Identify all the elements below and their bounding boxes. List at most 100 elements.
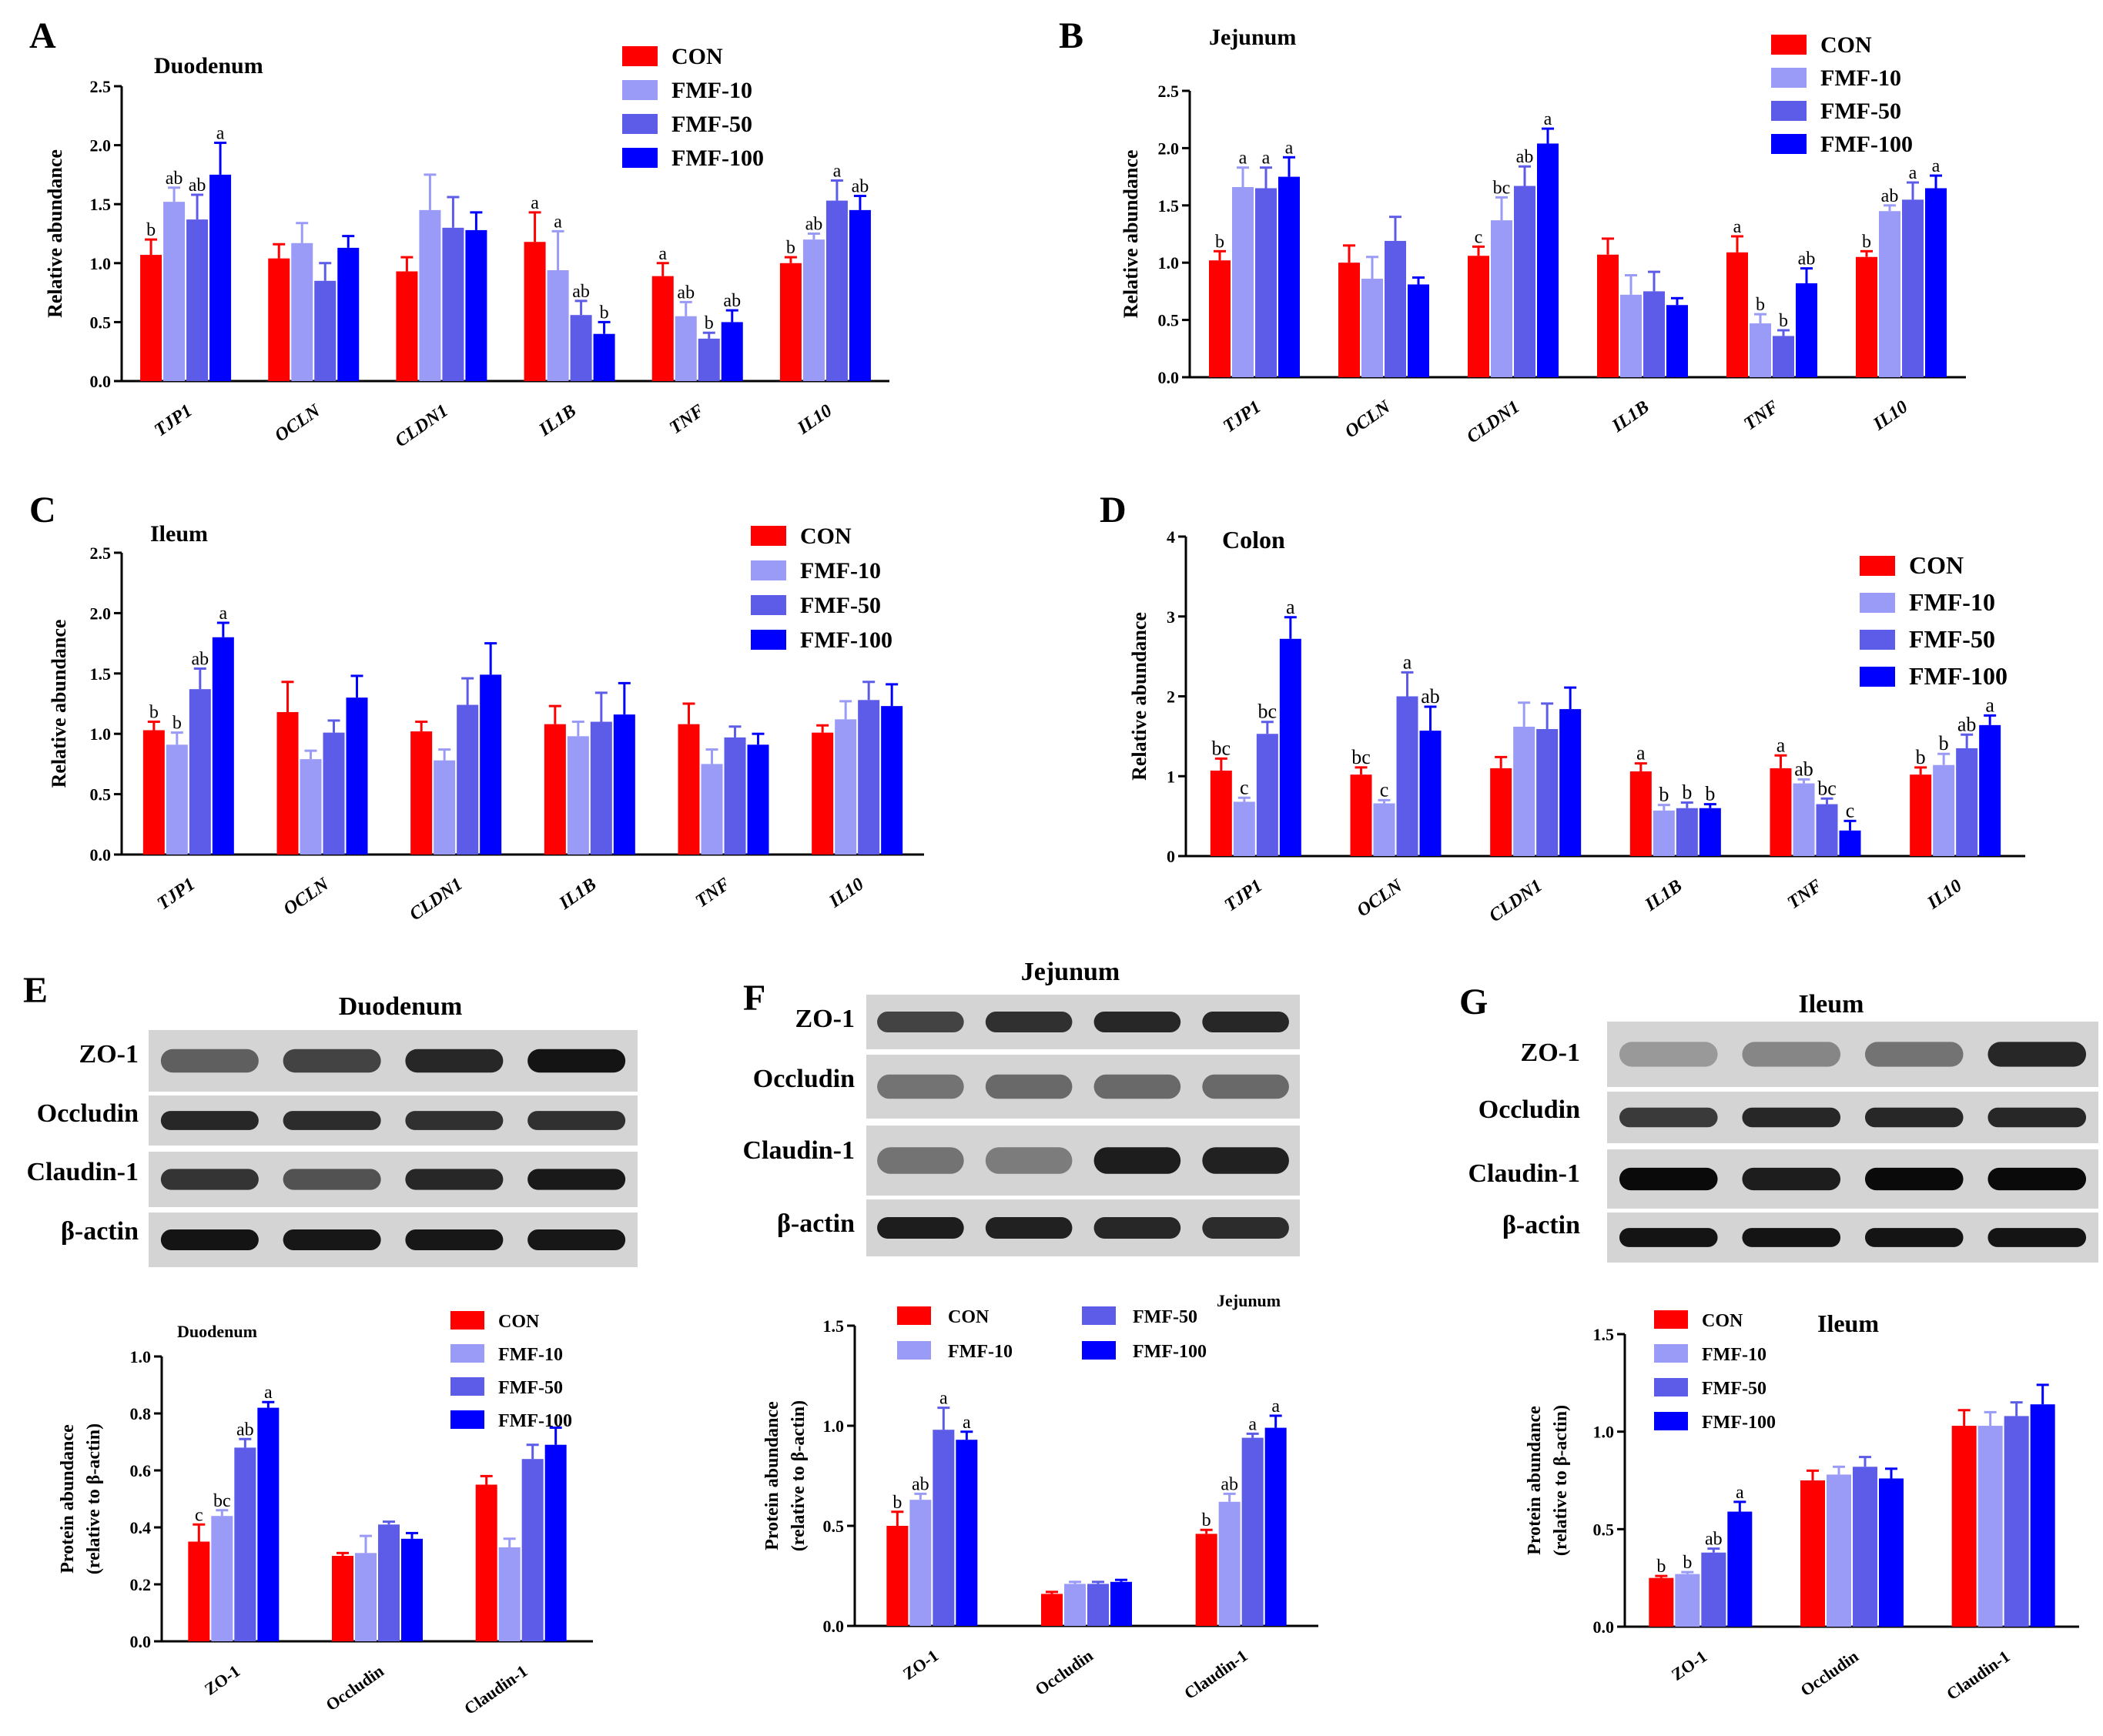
significance-letter: b (1215, 232, 1224, 252)
panel-letter: D (1100, 490, 1127, 530)
significance-letter: a (1544, 109, 1552, 129)
y-tick-label: 2.5 (90, 77, 112, 96)
bar-con-tjp1 (1210, 770, 1232, 856)
blot-band (1202, 1074, 1289, 1099)
bar-con-il10 (1856, 256, 1877, 377)
bar-fmf-50-tnf (698, 338, 720, 381)
bar-con-occludin (1800, 1480, 1825, 1627)
blot-band (877, 1216, 964, 1239)
x-tick-label: ZO-1 (899, 1646, 942, 1684)
bar-fmf-100-tnf (1796, 283, 1817, 377)
blot-band (1987, 1042, 2087, 1067)
bar-fmf-10-zo-1 (1675, 1574, 1700, 1627)
blot-row-label: β-actin (777, 1209, 855, 1238)
significance-letter: b (146, 220, 156, 240)
x-tick-label: IL10 (1924, 876, 1966, 914)
bar-fmf-10-occludin (1064, 1584, 1086, 1626)
blot-band (985, 1147, 1073, 1174)
legend-label: CON (800, 523, 852, 549)
bar-fmf-50-tjp1 (1256, 734, 1278, 856)
y-tick-label: 0.0 (130, 1632, 152, 1651)
significance-letter: ab (236, 1420, 254, 1440)
bar-fmf-10-claudin-1 (1977, 1426, 2003, 1627)
y-tick-label: 1.0 (90, 724, 112, 744)
y-tick-label: 2.0 (90, 136, 112, 156)
significance-letter: a (531, 193, 539, 213)
bar-fmf-50-zo-1 (933, 1430, 955, 1626)
bar-fmf-100-occludin (1879, 1478, 1904, 1627)
chart-title: Duodenum (177, 1322, 257, 1341)
legend-swatch-fmf-50 (450, 1377, 484, 1396)
bar-fmf-10-tjp1 (163, 202, 186, 381)
x-tick-label: TNF (1784, 876, 1826, 914)
significance-letter: a (1932, 156, 1941, 176)
significance-letter: ab (1421, 685, 1440, 707)
significance-letter: ab (677, 283, 695, 303)
blot-band (985, 1216, 1073, 1239)
bar-fmf-100-cldn1 (480, 674, 502, 855)
y-axis-label: Protein abundance (relative to β-actin) (1525, 1405, 1571, 1556)
legend-label: FMF-100 (1702, 1413, 1776, 1433)
x-tick-label: TNF (666, 401, 708, 439)
bar-con-tnf (1726, 252, 1748, 377)
y-axis-label: Protein abundance (relative to β-actin) (762, 1400, 809, 1551)
bar-con-tnf (1770, 768, 1792, 856)
legend-label: FMF-10 (1909, 588, 1995, 616)
legend-swatch-con (1771, 35, 1807, 55)
significance-letter: a (939, 1389, 948, 1409)
x-tick-label: Occludin (1797, 1647, 1861, 1701)
bar-fmf-10-il10 (802, 239, 825, 381)
bar-fmf-100-tnf (721, 322, 743, 381)
blot-band (877, 1012, 964, 1032)
significance-letter: b (1705, 783, 1715, 805)
blot-title: Ileum (1799, 990, 1864, 1019)
bar-fmf-10-cldn1 (1513, 726, 1535, 856)
bar-fmf-100-il1b (1666, 305, 1688, 377)
legend-label: FMF-50 (1909, 625, 1995, 653)
y-tick-label: 4 (1167, 527, 1175, 547)
significance-letter: b (1682, 781, 1692, 803)
blot-band (527, 1049, 626, 1073)
panel-letter: E (23, 970, 48, 1011)
bar-fmf-50-il10 (858, 700, 880, 855)
bar-fmf-50-tnf (1816, 804, 1838, 856)
bar-fmf-100-tjp1 (1279, 638, 1301, 856)
legend-swatch-fmf-50 (1082, 1306, 1116, 1325)
significance-letter: a (658, 244, 667, 264)
bar-fmf-10-il1b (547, 269, 569, 381)
significance-letter: bc (1212, 737, 1231, 759)
legend-swatch-fmf-10 (1654, 1344, 1688, 1363)
x-tick-label: TJP1 (151, 401, 196, 441)
y-tick-label: 1.5 (1593, 1325, 1615, 1344)
significance-letter: a (554, 212, 562, 232)
y-tick-label: 2.0 (90, 604, 112, 623)
legend-swatch-fmf-50 (1860, 630, 1895, 650)
significance-letter: a (833, 162, 842, 182)
legend-label: FMF-10 (1820, 65, 1901, 91)
y-tick-label: 1.5 (823, 1316, 845, 1336)
bar-fmf-50-tnf (724, 737, 746, 855)
blot-band (405, 1229, 504, 1250)
y-tick-label: 0 (1167, 847, 1175, 866)
bar-con-ocln (268, 258, 290, 381)
bar-fmf-50-cldn1 (1536, 729, 1559, 856)
x-tick-label: IL1B (1608, 397, 1653, 437)
blot-band (1619, 1228, 1718, 1247)
bar-con-occludin (332, 1556, 353, 1641)
bar-fmf-100-cldn1 (465, 229, 487, 381)
bar-con-tnf (651, 276, 674, 381)
blot-band (1742, 1228, 1841, 1247)
significance-letter: ab (852, 176, 869, 196)
x-tick-label: Claudin-1 (460, 1661, 531, 1718)
bar-fmf-100-il1b (1699, 808, 1721, 856)
significance-letter: c (1240, 776, 1249, 798)
x-tick-label: TJP1 (1221, 876, 1267, 916)
blot-row-label: Claudin-1 (1468, 1159, 1581, 1188)
significance-letter: bc (213, 1491, 231, 1511)
bar-fmf-100-zo-1 (1727, 1511, 1753, 1627)
legend-label: CON (1820, 32, 1872, 58)
blot-band (405, 1169, 504, 1190)
blot-band (1619, 1167, 1718, 1191)
y-tick-label: 0.2 (130, 1575, 152, 1594)
